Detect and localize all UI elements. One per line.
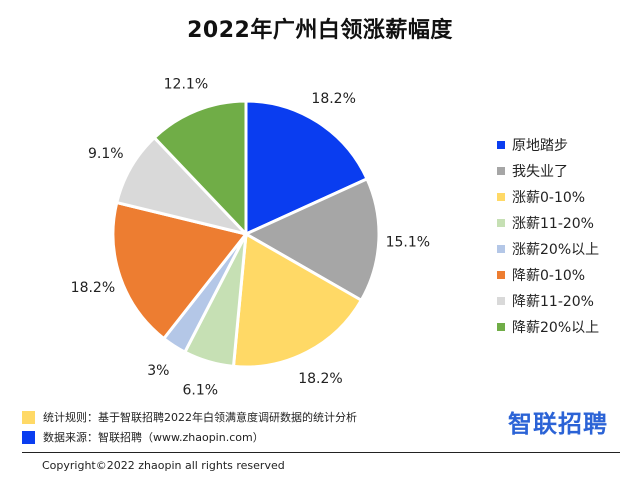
zhaopin-logo: 智联招聘	[508, 410, 608, 438]
legend-item-4: 涨薪11-20%	[497, 210, 599, 236]
legend-swatch	[497, 271, 505, 279]
legend-swatch	[497, 219, 505, 227]
legend-item-5: 涨薪20%以上	[497, 236, 599, 262]
legend-label: 涨薪0-10%	[512, 190, 586, 206]
legend-swatch	[497, 297, 505, 305]
pie-label-3: 18.2%	[298, 371, 342, 387]
copyright-text: Copyright©2022 zhaopin all rights reserv…	[42, 459, 285, 472]
legend-item-3: 涨薪0-10%	[497, 184, 599, 210]
legend-swatch	[497, 245, 505, 253]
legend-label: 降薪0-10%	[512, 268, 586, 284]
legend-label: 降薪20%以上	[512, 320, 600, 336]
legend-swatch	[497, 141, 505, 149]
pie-label-2: 15.1%	[386, 235, 430, 251]
pie-slice-6	[111, 200, 249, 341]
pie-label-8: 12.1%	[164, 77, 208, 93]
legend-label: 我失业了	[512, 164, 568, 180]
pie-label-5: 3%	[147, 363, 169, 379]
pie-label-4: 6.1%	[183, 382, 219, 398]
pie-slice-1	[244, 99, 370, 237]
legend-item-6: 降薪0-10%	[497, 262, 599, 288]
note-source-text: 数据来源：智联招聘（www.zhaopin.com）	[43, 431, 264, 444]
legend-item-8: 降薪20%以上	[497, 314, 599, 340]
note-source-swatch	[22, 430, 35, 444]
legend-item-2: 我失业了	[497, 158, 599, 184]
legend-swatch	[497, 193, 505, 201]
legend-label: 原地踏步	[512, 138, 568, 154]
pie-label-6: 18.2%	[71, 280, 115, 296]
footer-divider	[22, 452, 620, 453]
legend-swatch	[497, 167, 505, 175]
pie-label-1: 18.2%	[311, 91, 355, 107]
pie-label-7: 9.1%	[88, 146, 124, 162]
pie-slice-8	[152, 99, 248, 238]
chart-title: 2022年广州白领涨薪幅度	[187, 18, 453, 43]
note-rules-text: 统计规则：基于智联招聘2022年白领满意度调研数据的统计分析	[43, 411, 357, 424]
note-rules-swatch	[22, 410, 35, 424]
footnotes: 统计规则：基于智联招聘2022年白领满意度调研数据的统计分析 数据来源：智联招聘…	[22, 407, 357, 447]
pie-slice-2	[242, 176, 381, 303]
note-rules: 统计规则：基于智联招聘2022年白领满意度调研数据的统计分析	[22, 407, 357, 427]
legend-label: 涨薪11-20%	[512, 216, 594, 232]
legend-swatch	[497, 323, 505, 331]
pie-slice-3	[231, 231, 364, 369]
legend-item-7: 降薪11-20%	[497, 288, 599, 314]
legend-label: 降薪11-20%	[512, 294, 594, 310]
legend-item-1: 原地踏步	[497, 132, 599, 158]
chart-legend: 原地踏步我失业了涨薪0-10% 涨薪11-20% 涨薪20%以上 降薪0-10% 降薪1…	[497, 132, 599, 340]
note-source: 数据来源：智联招聘（www.zhaopin.com）	[22, 427, 357, 447]
legend-label: 涨薪20%以上	[512, 242, 600, 258]
